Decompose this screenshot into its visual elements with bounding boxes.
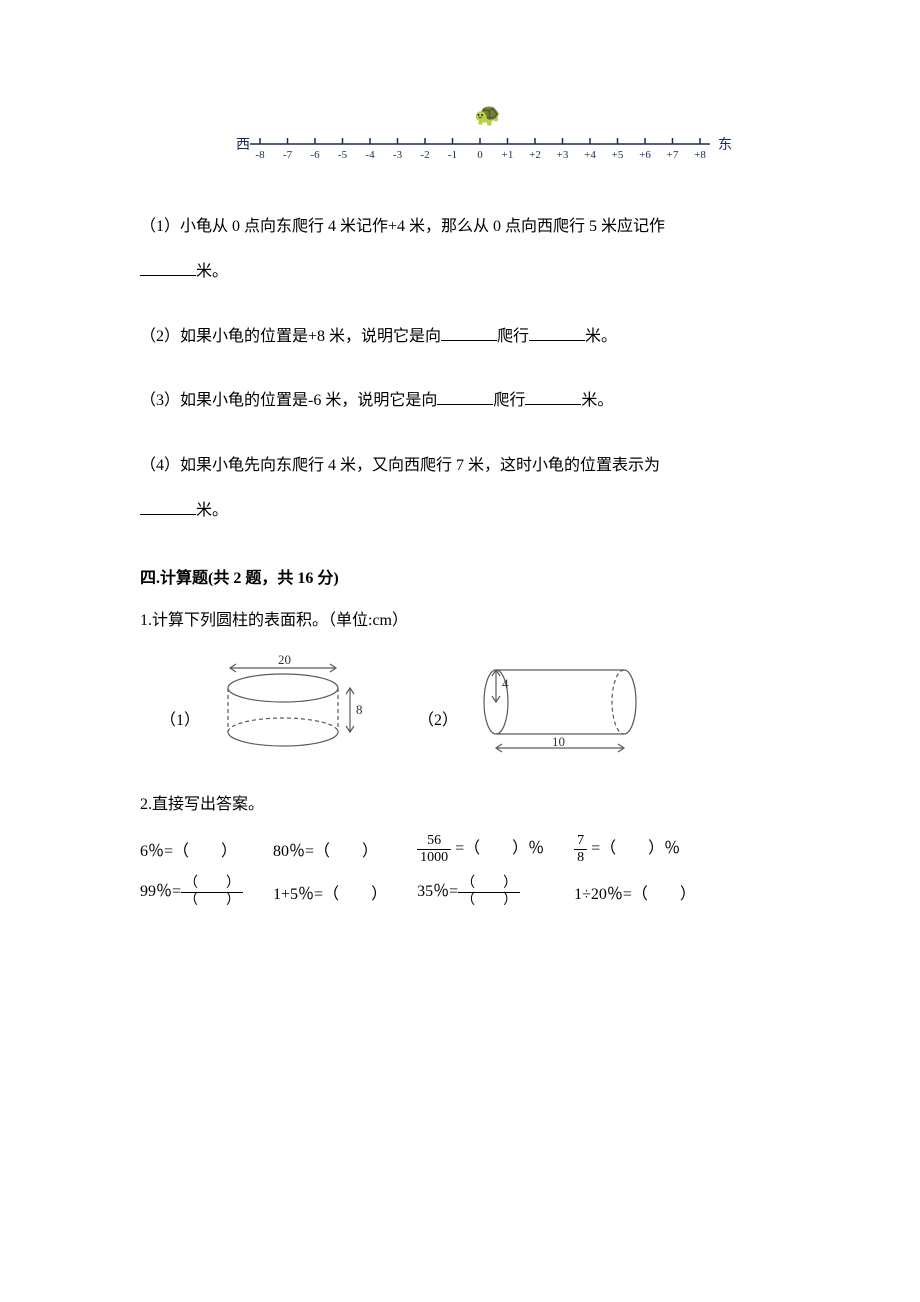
sub-q1: （1）小龟从 0 点向东爬行 4 米记作+4 米，那么从 0 点向西爬行 5 米… <box>140 205 820 295</box>
svg-text:-3: -3 <box>393 149 403 161</box>
east-label: 东 <box>718 137 732 153</box>
turtle-icon: 🐢 <box>474 102 501 127</box>
r1c1: 6％=（ ） <box>140 828 273 871</box>
d2-length: 10 <box>552 734 565 749</box>
cylinder-diagrams: （1） <box>160 650 820 760</box>
r1c3-tail: =（ ）％ <box>451 840 544 857</box>
svg-text:+2: +2 <box>529 149 541 161</box>
q2-text-a: （2）如果小龟的位置是+8 米，说明它是向 <box>140 328 441 345</box>
section-4-heading: 四.计算题(共 2 题，共 16 分) <box>140 564 820 588</box>
d1-height: 8 <box>356 702 363 717</box>
q1-unit: 米。 <box>196 263 228 280</box>
q2-unit: 米。 <box>585 328 617 345</box>
page: 🐢 西 东 -8-7-6-5-4-3-2-10+1+2+3+4+5+6+7+8 … <box>0 0 920 994</box>
r1c4-frac: 7 8 <box>574 834 587 865</box>
d1-diameter: 20 <box>278 652 291 667</box>
calc-row-2: 99％= （ ） （ ） 1+5％=（ ） 35％= （ ） （ ） 1÷20％… <box>140 871 710 914</box>
r2c1: 99％= （ ） （ ） <box>140 871 273 914</box>
q3-blank-2[interactable] <box>525 388 581 405</box>
calc-row-1: 6％=（ ） 80％=（ ） 56 1000 =（ ）％ 7 8 =（ ）％ <box>140 828 710 871</box>
calc-table: 6％=（ ） 80％=（ ） 56 1000 =（ ）％ 7 8 =（ ）％ 9… <box>140 828 710 914</box>
svg-text:+4: +4 <box>584 149 596 161</box>
r2c2: 1+5％=（ ） <box>273 871 417 914</box>
r2c1-den: （ ） <box>181 893 243 908</box>
r1c3-num: 56 <box>417 834 451 850</box>
svg-text:-2: -2 <box>420 149 429 161</box>
diagram-2-label: （2） <box>418 706 458 730</box>
svg-text:+7: +7 <box>667 149 679 161</box>
svg-text:-6: -6 <box>310 149 320 161</box>
svg-text:-4: -4 <box>365 149 375 161</box>
svg-text:-1: -1 <box>448 149 457 161</box>
diagram-1-label: （1） <box>160 706 200 730</box>
q3-blank-1[interactable] <box>437 388 493 405</box>
r2c4: 1÷20％=（ ） <box>574 871 710 914</box>
q4-unit: 米。 <box>196 502 228 519</box>
r1c3-frac: 56 1000 <box>417 834 451 865</box>
r1c4-tail: =（ ）％ <box>587 840 680 857</box>
s4-q2-stem: 2.直接写出答案。 <box>140 790 820 814</box>
cylinder-2-svg: 4 10 <box>466 650 656 760</box>
number-line-figure: 🐢 西 东 -8 -7 -6 -5 -4 -3 -2 -1 0 +1 +2 +3 +4 +5 +6 +7 +8 <box>140 100 820 185</box>
r1c3: 56 1000 =（ ）％ <box>417 828 574 871</box>
q2-blank-2[interactable] <box>529 324 585 341</box>
r2c3-head: 35％= <box>417 883 458 900</box>
cylinder-1-svg: 20 8 <box>208 650 378 760</box>
r1c4: 7 8 =（ ）％ <box>574 828 710 871</box>
r1c2: 80％=（ ） <box>273 828 417 871</box>
r2c3-num: （ ） <box>458 877 520 893</box>
svg-text:+8: +8 <box>694 149 706 161</box>
sub-q2: （2）如果小龟的位置是+8 米，说明它是向 爬行 米。 <box>140 315 820 360</box>
d2-radius: 4 <box>502 676 509 691</box>
q3-unit: 米。 <box>581 392 613 409</box>
svg-text:-8: -8 <box>255 149 265 161</box>
diagram-1: （1） <box>160 650 378 760</box>
r1c3-den: 1000 <box>417 850 451 865</box>
q3-text-a: （3）如果小龟的位置是-6 米，说明它是向 <box>140 392 437 409</box>
svg-text:+5: +5 <box>612 149 624 161</box>
r2c1-num: （ ） <box>181 877 243 893</box>
sub-q3: （3）如果小龟的位置是-6 米，说明它是向 爬行 米。 <box>140 379 820 424</box>
diagram-2: （2） <box>418 650 656 760</box>
svg-text:+3: +3 <box>557 149 569 161</box>
q1-blank[interactable] <box>140 259 196 276</box>
west-label: 西 <box>236 138 250 153</box>
q3-text-b: 爬行 <box>493 392 525 409</box>
r2c3: 35％= （ ） （ ） <box>417 871 574 914</box>
svg-text:+6: +6 <box>639 149 651 161</box>
q4-blank[interactable] <box>140 498 196 515</box>
r2c1-head: 99％= <box>140 883 181 900</box>
svg-text:-7: -7 <box>283 149 293 161</box>
ticks: -8 -7 -6 -5 -4 -3 -2 -1 0 +1 +2 +3 +4 +5 +6 +7 +8 <box>255 138 706 161</box>
svg-text:0: 0 <box>477 149 483 161</box>
r1c4-num: 7 <box>574 834 587 850</box>
svg-text:+1: +1 <box>502 149 514 161</box>
svg-text:-5: -5 <box>338 149 348 161</box>
s4-q1-stem: 1.计算下列圆柱的表面积。（单位:cm） <box>140 606 820 630</box>
q1-text: （1）小龟从 0 点向东爬行 4 米记作+4 米，那么从 0 点向西爬行 5 米… <box>140 218 665 235</box>
r2c3-frac: （ ） （ ） <box>458 877 520 908</box>
number-line-svg: 🐢 西 东 -8 -7 -6 -5 -4 -3 -2 -1 0 +1 +2 +3 +4 +5 +6 +7 +8 <box>220 100 740 180</box>
r1c4-den: 8 <box>574 850 587 865</box>
sub-q4: （4）如果小龟先向东爬行 4 米，又向西爬行 7 米，这时小龟的位置表示为 米。 <box>140 444 820 534</box>
q2-text-b: 爬行 <box>497 328 529 345</box>
r2c3-den: （ ） <box>458 893 520 908</box>
q4-text-a: （4）如果小龟先向东爬行 4 米，又向西爬行 7 米，这时小龟的位置表示为 <box>140 457 660 474</box>
r2c1-frac: （ ） （ ） <box>181 877 243 908</box>
q2-blank-1[interactable] <box>441 324 497 341</box>
